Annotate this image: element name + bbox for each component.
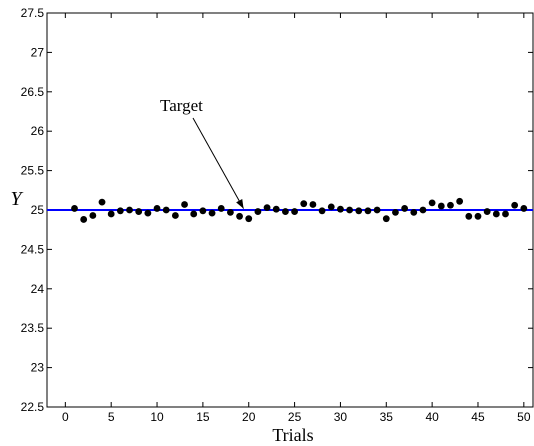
- data-point: [355, 207, 363, 215]
- data-point: [190, 210, 198, 218]
- data-point: [447, 201, 454, 209]
- data-point: [98, 198, 106, 206]
- data-point: [217, 205, 225, 212]
- y-tick-label: 27: [31, 45, 45, 59]
- target-annotation-arrowhead: [236, 199, 244, 209]
- y-tick-label: 25.5: [21, 164, 45, 178]
- data-point: [199, 207, 207, 215]
- y-tick-label: 22.5: [21, 400, 45, 414]
- data-point: [373, 206, 381, 214]
- y-tick-label: 23: [31, 361, 45, 375]
- data-point: [511, 201, 519, 209]
- data-point: [236, 212, 243, 220]
- data-point: [327, 203, 335, 211]
- data-point: [89, 212, 97, 219]
- data-point: [80, 216, 88, 223]
- x-tick-label: 5: [108, 410, 115, 424]
- data-point: [318, 207, 326, 215]
- data-point: [144, 209, 152, 217]
- y-tick-label: 24: [31, 282, 45, 296]
- axis-ticks: 0 5 10 15 20 25 30 35 40 45 50 22.5 23 23.5 24 24.5 25 25…: [21, 6, 533, 424]
- x-tick-label: 15: [196, 410, 210, 424]
- data-point: [483, 208, 491, 215]
- data-point: [337, 205, 344, 213]
- x-axis-title: Trials: [272, 425, 313, 445]
- data-point: [181, 201, 188, 208]
- data-point: [401, 205, 409, 212]
- data-point: [300, 200, 308, 208]
- data-point: [456, 197, 464, 205]
- x-tick-label: 25: [288, 410, 302, 424]
- x-tick-label: 40: [425, 410, 439, 424]
- data-point: [465, 212, 473, 220]
- x-tick-label: 0: [62, 410, 69, 424]
- y-tick-label: 27.5: [21, 6, 45, 20]
- x-tick-label: 35: [380, 410, 394, 424]
- data-point: [71, 205, 78, 212]
- data-point: [282, 208, 289, 215]
- y-tick-label: 26.5: [21, 85, 45, 99]
- data-point: [502, 210, 509, 218]
- data-point: [392, 208, 399, 216]
- x-tick-label: 20: [242, 410, 256, 424]
- data-point: [162, 206, 170, 214]
- data-point: [116, 207, 124, 215]
- target-annotation-label: Target: [160, 96, 203, 115]
- data-point: [171, 212, 179, 219]
- data-point: [126, 206, 133, 214]
- data-points: [71, 197, 528, 223]
- data-point: [309, 201, 317, 208]
- data-point: [428, 199, 436, 207]
- data-point: [107, 210, 115, 218]
- data-point: [226, 208, 234, 216]
- data-point: [254, 208, 262, 215]
- data-point: [346, 206, 354, 214]
- data-point: [263, 204, 271, 212]
- data-point: [364, 207, 372, 215]
- data-point: [272, 205, 280, 213]
- x-tick-label: 10: [150, 410, 164, 424]
- data-point: [208, 209, 216, 217]
- x-tick-label: 45: [471, 410, 485, 424]
- x-tick-label: 50: [517, 410, 531, 424]
- data-point: [382, 215, 390, 223]
- data-point: [520, 205, 528, 212]
- y-tick-label: 25: [31, 203, 45, 217]
- data-point: [492, 210, 500, 218]
- data-point: [410, 208, 418, 216]
- y-tick-label: 24.5: [21, 242, 45, 256]
- x-tick-label: 30: [334, 410, 348, 424]
- data-point: [437, 202, 445, 210]
- y-tick-label: 26: [31, 124, 45, 138]
- data-point: [153, 205, 161, 212]
- y-axis-title: Y: [10, 188, 23, 210]
- data-point: [291, 208, 298, 215]
- data-point: [135, 208, 143, 215]
- target-annotation-arrow: [192, 117, 245, 209]
- data-point: [245, 215, 253, 223]
- data-point: [419, 206, 427, 214]
- data-point: [474, 212, 482, 220]
- y-tick-label: 23.5: [21, 321, 45, 335]
